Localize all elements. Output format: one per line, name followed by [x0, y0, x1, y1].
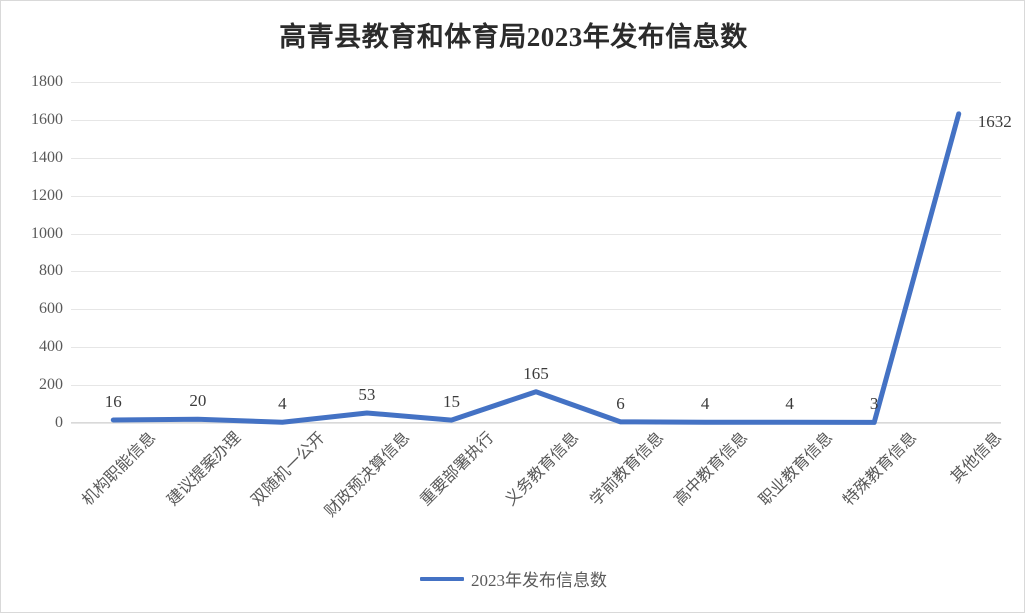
- y-tick-label: 1400: [31, 148, 63, 166]
- data-label: 4: [700, 394, 710, 414]
- gridline: [71, 119, 1001, 121]
- data-label: 4: [785, 394, 794, 414]
- gridline: [71, 385, 1001, 387]
- plot-area: 16 20 4 53 15 165 6 4 4 3 1632: [71, 82, 1012, 425]
- data-label: 165: [523, 363, 549, 383]
- y-tick-label: 600: [39, 300, 63, 318]
- data-label: 3: [869, 394, 879, 414]
- data-label: 1632: [977, 111, 1012, 131]
- y-tick-label: 1200: [31, 186, 63, 204]
- y-tick-label: 200: [39, 376, 63, 394]
- chart-legend: 2023年发布信息数: [1, 566, 1024, 591]
- data-label: 20: [189, 391, 207, 411]
- x-tick-label: 其他信息: [947, 429, 1005, 487]
- x-tick-label: 特殊教育信息: [840, 429, 921, 510]
- series-line-2023: [110, 111, 962, 425]
- gridline: [71, 423, 1001, 424]
- gridline: [71, 82, 1001, 83]
- gridline: [71, 233, 1001, 235]
- gridline: [71, 195, 1001, 197]
- x-axis: 机构职能信息 建议提案办理 双随机一公开 财政预决算信息 重要部署执行 义务教育信息 学前教…: [71, 425, 1005, 545]
- gridline: [71, 347, 1001, 349]
- y-tick-label: 0: [55, 414, 63, 431]
- x-tick-label: 机构职能信息: [79, 429, 160, 510]
- y-tick-label: 1800: [31, 73, 63, 90]
- gridline: [71, 309, 1001, 311]
- chart-title: 高青县教育和体育局2023年发布信息数: [279, 22, 748, 52]
- gridline: [71, 157, 1001, 159]
- x-tick-label: 财政预决算信息: [321, 429, 414, 521]
- axis-baseline: [71, 422, 1001, 423]
- series-polyline: [110, 111, 962, 425]
- gridline: [71, 271, 1001, 273]
- x-tick-label: 重要部署执行: [417, 429, 498, 510]
- x-tick-label: 高中教育信息: [671, 429, 752, 510]
- x-tick-label: 义务教育信息: [502, 429, 583, 510]
- legend-line-swatch: [420, 576, 464, 581]
- x-tick-label: 职业教育信息: [755, 429, 836, 510]
- y-tick-label: 400: [39, 338, 63, 356]
- data-label: 16: [104, 391, 122, 411]
- x-tick-label: 双随机一公开: [248, 429, 329, 510]
- data-label: 15: [442, 392, 460, 412]
- y-axis: 0 200 400 600 800 1000 1200 1400 1600 1800: [1, 73, 63, 431]
- data-label: 53: [358, 384, 376, 404]
- data-label: 6: [616, 393, 625, 413]
- y-tick-label: 1000: [31, 224, 63, 242]
- data-label: 4: [278, 394, 287, 414]
- y-tick-label: 800: [39, 262, 63, 280]
- x-tick-label: 学前教育信息: [586, 429, 667, 510]
- legend-label: 2023年发布信息数: [471, 571, 607, 590]
- x-tick-label: 建议提案办理: [164, 429, 245, 510]
- y-tick-label: 1600: [31, 110, 63, 128]
